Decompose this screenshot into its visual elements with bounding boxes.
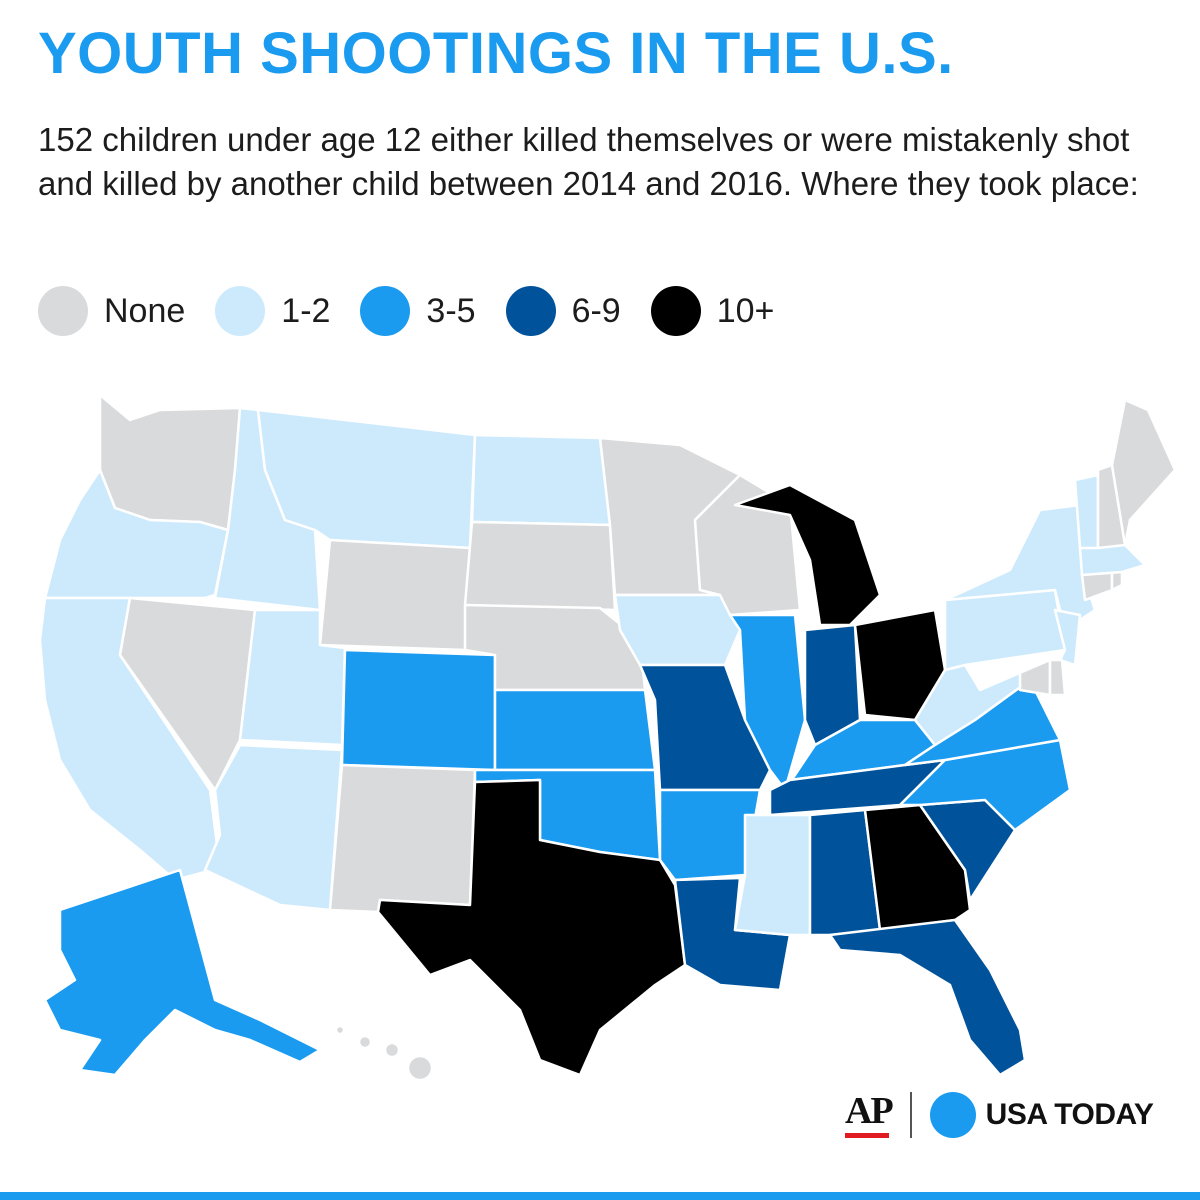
chart-subtitle: 152 children under age 12 either killed … bbox=[38, 121, 1139, 202]
state-connecticut bbox=[1080, 570, 1114, 602]
state-hawaii bbox=[334, 1024, 434, 1082]
state-south-dakota bbox=[463, 520, 617, 612]
state-louisiana bbox=[673, 876, 792, 992]
legend-swatch-none bbox=[38, 286, 88, 336]
state-north-dakota bbox=[470, 433, 612, 527]
state-maine bbox=[1110, 398, 1177, 547]
state-mississippi bbox=[733, 813, 812, 937]
legend-item-1-2: 1-2 bbox=[215, 286, 330, 336]
state-arizona bbox=[203, 743, 344, 912]
state-colorado bbox=[340, 648, 497, 772]
legend-label-1-2: 1-2 bbox=[281, 291, 331, 330]
state-utah bbox=[238, 608, 347, 747]
state-rhode-island bbox=[1110, 570, 1124, 592]
legend-item-6-9: 6-9 bbox=[505, 286, 621, 336]
legend-label-10-plus: 10+ bbox=[716, 291, 775, 330]
ap-logo-text: AP bbox=[845, 1090, 894, 1132]
chart-title: YOUTH SHOOTINGS IN THE U.S. bbox=[38, 21, 954, 86]
legend-item-3-5: 3-5 bbox=[360, 286, 476, 336]
state-texas bbox=[376, 778, 687, 1077]
state-new-jersey bbox=[1053, 608, 1082, 667]
legend-swatch-10-plus bbox=[650, 286, 701, 336]
footer-logos: AP USA TODAY bbox=[845, 1090, 1154, 1138]
state-arkansas bbox=[658, 788, 762, 882]
state-wyoming bbox=[318, 538, 472, 652]
bottom-accent-bar bbox=[0, 1192, 1200, 1200]
state-pennsylvania bbox=[943, 588, 1067, 672]
legend-swatch-1-2 bbox=[215, 286, 266, 336]
us-state-map bbox=[38, 393, 1177, 1082]
legend-item-10-plus: 10+ bbox=[650, 286, 775, 336]
state-alaska bbox=[43, 868, 322, 1077]
legend-label-3-5: 3-5 bbox=[426, 291, 476, 330]
state-massachusetts bbox=[1078, 543, 1147, 577]
state-missouri bbox=[638, 663, 772, 792]
state-florida bbox=[828, 918, 1027, 1077]
legend-item-none: None bbox=[38, 286, 185, 336]
usa-today-logo-text: USA TODAY bbox=[985, 1098, 1154, 1131]
usa-today-dot-icon bbox=[929, 1092, 976, 1138]
ap-logo: AP bbox=[845, 1090, 894, 1138]
footer-divider bbox=[909, 1092, 912, 1138]
legend-label-6-9: 6-9 bbox=[571, 291, 621, 330]
legend: None 1-2 3-5 6-9 10+ bbox=[38, 286, 804, 336]
state-maryland bbox=[978, 658, 1052, 697]
legend-swatch-3-5 bbox=[360, 286, 411, 336]
state-iowa bbox=[613, 593, 742, 667]
legend-label-none: None bbox=[104, 291, 186, 330]
ap-logo-underline bbox=[845, 1133, 889, 1138]
state-vermont bbox=[1073, 473, 1100, 550]
state-new-mexico bbox=[328, 763, 477, 914]
state-kansas bbox=[493, 688, 657, 772]
state-illinois bbox=[728, 613, 807, 792]
legend-swatch-6-9 bbox=[505, 286, 556, 336]
state-delaware bbox=[1048, 658, 1067, 697]
